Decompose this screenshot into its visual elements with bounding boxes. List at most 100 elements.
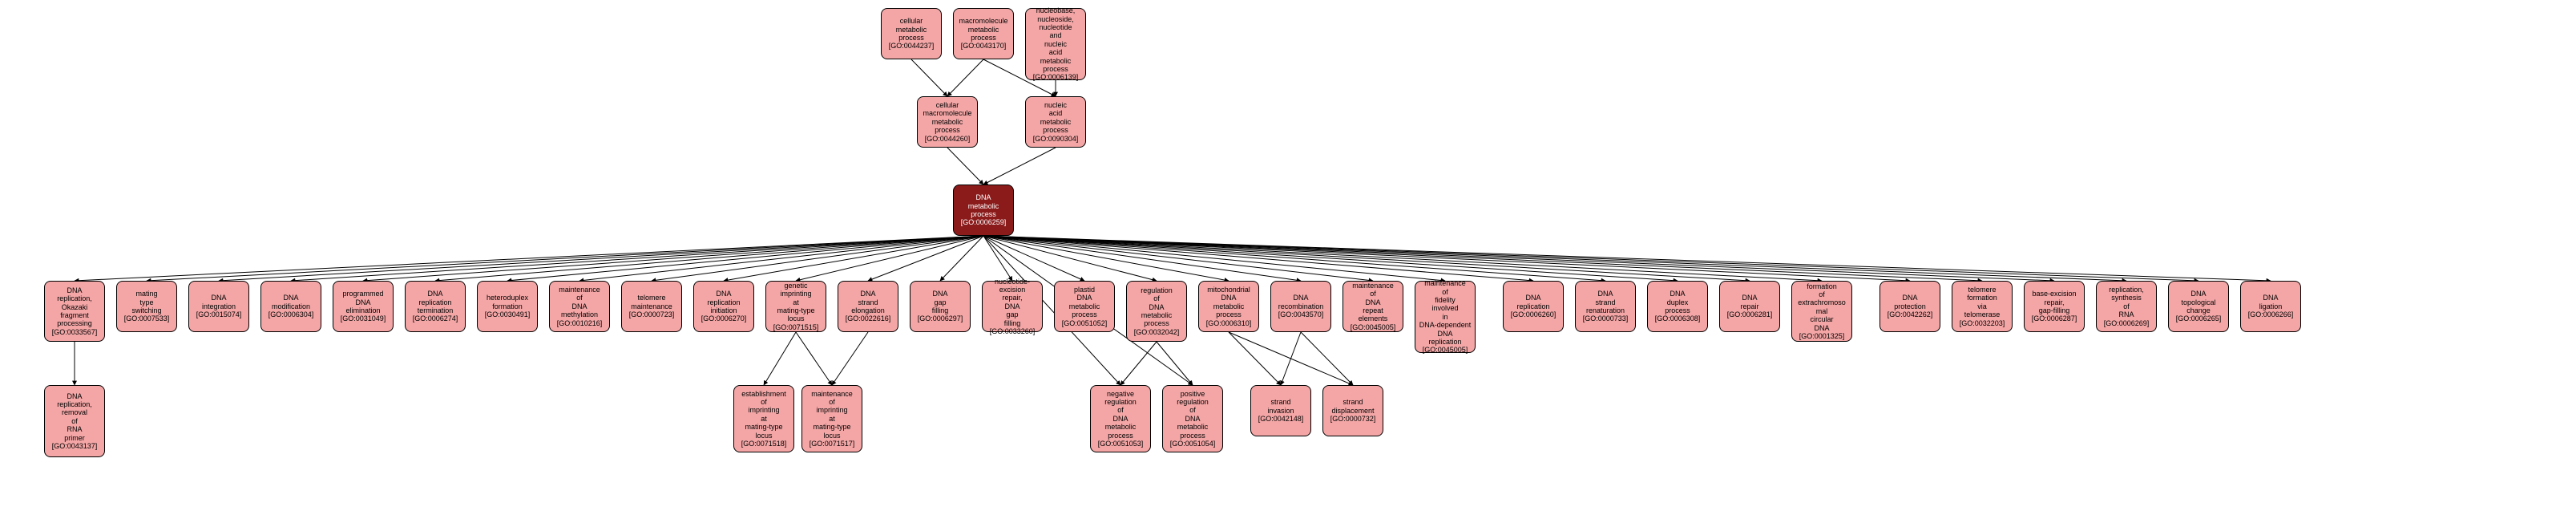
edge (435, 236, 983, 281)
go-term-node[interactable]: DNA recombination [GO:0043570] (1270, 281, 1331, 332)
go-term-node[interactable]: DNA replication [GO:0006260] (1503, 281, 1564, 332)
edge (1157, 342, 1193, 385)
go-term-node[interactable]: DNA replication, Okazaki fragment proces… (44, 281, 105, 342)
go-term-node[interactable]: DNA modification [GO:0006304] (260, 281, 321, 332)
edge (1229, 332, 1353, 385)
node-label: strand displacement [GO:0000732] (1330, 398, 1376, 423)
go-term-node[interactable]: negative regulation of DNA metabolic pro… (1090, 385, 1151, 452)
edge (983, 236, 1822, 281)
node-label: DNA replication termination [GO:0006274] (413, 290, 458, 322)
go-term-node[interactable]: mating type switching [GO:0007533] (116, 281, 177, 332)
node-label: DNA replication initiation [GO:0006270] (701, 290, 747, 322)
go-term-node[interactable]: plastid DNA metabolic process [GO:005105… (1054, 281, 1115, 332)
edge (1120, 342, 1157, 385)
go-term-node[interactable]: replication, synthesis of RNA [GO:000626… (2096, 281, 2157, 332)
node-label: DNA replication [GO:0006260] (1511, 294, 1557, 318)
node-label: DNA replication, removal of RNA primer [… (52, 392, 98, 450)
edge (983, 236, 2126, 281)
edge (983, 236, 2054, 281)
go-term-node[interactable]: telomere formation via telomerase [GO:00… (1952, 281, 2013, 332)
go-term-node[interactable]: DNA gap filling [GO:0006297] (910, 281, 971, 332)
go-term-node[interactable]: positive regulation of DNA metabolic pro… (1162, 385, 1223, 452)
node-label: base-excision repair, gap-filling [GO:00… (2032, 290, 2077, 322)
node-label: cellular macromolecule metabolic process… (923, 101, 971, 143)
go-term-node[interactable]: DNA metabolic process [GO:0006259] (953, 185, 1014, 236)
go-term-node[interactable]: heteroduplex formation [GO:0030491] (477, 281, 538, 332)
edge (652, 236, 983, 281)
edge (983, 236, 1678, 281)
node-label: replication, synthesis of RNA [GO:000626… (2104, 286, 2150, 327)
edge (724, 236, 983, 281)
go-term-node[interactable]: cellular metabolic process [GO:0044237] (881, 8, 942, 59)
node-label: DNA metabolic process [GO:0006259] (961, 193, 1007, 226)
go-term-node[interactable]: DNA strand renaturation [GO:0000733] (1575, 281, 1636, 332)
node-label: programmed DNA elimination [GO:0031049] (341, 290, 386, 322)
node-label: negative regulation of DNA metabolic pro… (1098, 390, 1144, 448)
node-label: plastid DNA metabolic process [GO:005105… (1062, 286, 1108, 327)
edge (147, 236, 983, 281)
edge (1281, 332, 1301, 385)
edge (983, 236, 1910, 281)
go-term-node[interactable]: DNA replication, removal of RNA primer [… (44, 385, 105, 457)
go-term-node[interactable]: macromolecule metabolic process [GO:0043… (953, 8, 1014, 59)
node-label: heteroduplex formation [GO:0030491] (485, 294, 531, 318)
go-term-node[interactable]: establishment of imprinting at mating-ty… (733, 385, 794, 452)
edge (1229, 332, 1281, 385)
node-label: cellular metabolic process [GO:0044237] (889, 17, 935, 50)
edge (363, 236, 983, 281)
go-term-node[interactable]: maintenance of DNA methylation [GO:00102… (549, 281, 610, 332)
go-term-node[interactable]: nucleotide-excision repair, DNA gap fill… (982, 281, 1043, 332)
go-term-node[interactable]: telomere maintenance [GO:0000723] (621, 281, 682, 332)
edge (796, 332, 832, 385)
node-label: mitochondrial DNA metabolic process [GO:… (1206, 286, 1252, 327)
go-term-node[interactable]: DNA topological change [GO:0006265] (2168, 281, 2229, 332)
go-term-node[interactable]: DNA strand elongation [GO:0022616] (838, 281, 898, 332)
go-term-node[interactable]: DNA replication termination [GO:0006274] (405, 281, 466, 332)
go-term-node[interactable]: DNA replication initiation [GO:0006270] (693, 281, 754, 332)
go-term-node[interactable]: DNA duplex process [GO:0006308] (1647, 281, 1708, 332)
go-term-node[interactable]: DNA repair [GO:0006281] (1719, 281, 1780, 332)
node-label: macromolecule metabolic process [GO:0043… (959, 17, 1007, 50)
go-term-node[interactable]: DNA protection [GO:0042262] (1880, 281, 1940, 332)
edge (1301, 332, 1353, 385)
edge (983, 236, 1301, 281)
edge (75, 236, 983, 281)
edge (579, 236, 983, 281)
edge (507, 236, 983, 281)
go-term-node[interactable]: maintenance of fidelity involved in DNA-… (1415, 281, 1476, 353)
edge (983, 236, 1229, 281)
go-term-node[interactable]: regulation of DNA metabolic process [GO:… (1126, 281, 1187, 342)
node-label: positive regulation of DNA metabolic pro… (1170, 390, 1216, 448)
edge (983, 236, 1157, 281)
edge (983, 236, 2198, 281)
go-term-node[interactable]: mitochondrial DNA metabolic process [GO:… (1198, 281, 1259, 332)
go-term-node[interactable]: genetic imprinting at mating-type locus … (765, 281, 826, 332)
go-term-node[interactable]: cellular macromolecule metabolic process… (917, 96, 978, 148)
go-term-node[interactable]: DNA integration [GO:0015074] (188, 281, 249, 332)
edge (868, 236, 983, 281)
edge (911, 59, 947, 96)
go-term-node[interactable]: maintenance of imprinting at mating-type… (801, 385, 862, 452)
go-term-node[interactable]: nucleic acid metabolic process [GO:00903… (1025, 96, 1086, 148)
node-label: DNA replication, Okazaki fragment proces… (52, 286, 98, 336)
go-term-node[interactable]: base-excision repair, gap-filling [GO:00… (2024, 281, 2085, 332)
node-label: maintenance of DNA repeat elements [GO:0… (1351, 282, 1396, 331)
node-label: nucleobase, nucleoside, nucleotide and n… (1033, 6, 1079, 81)
edge (983, 236, 1605, 281)
go-term-node[interactable]: DNA ligation [GO:0006266] (2240, 281, 2301, 332)
go-term-node[interactable]: strand displacement [GO:0000732] (1322, 385, 1383, 436)
edge (983, 236, 1012, 281)
node-label: establishment of imprinting at mating-ty… (741, 390, 787, 448)
edge (796, 236, 983, 281)
edge (983, 236, 2271, 281)
go-term-node[interactable]: formation of extrachromosomal circular D… (1791, 281, 1852, 342)
go-term-node[interactable]: programmed DNA elimination [GO:0031049] (333, 281, 394, 332)
go-term-node[interactable]: maintenance of DNA repeat elements [GO:0… (1343, 281, 1403, 332)
edge (983, 236, 1750, 281)
node-label: DNA strand elongation [GO:0022616] (846, 290, 891, 322)
go-term-node[interactable]: strand invasion [GO:0042148] (1250, 385, 1311, 436)
node-label: telomere formation via telomerase [GO:00… (1960, 286, 2005, 327)
node-label: DNA duplex process [GO:0006308] (1655, 290, 1701, 322)
node-label: DNA protection [GO:0042262] (1888, 294, 1933, 318)
go-term-node[interactable]: nucleobase, nucleoside, nucleotide and n… (1025, 8, 1086, 80)
